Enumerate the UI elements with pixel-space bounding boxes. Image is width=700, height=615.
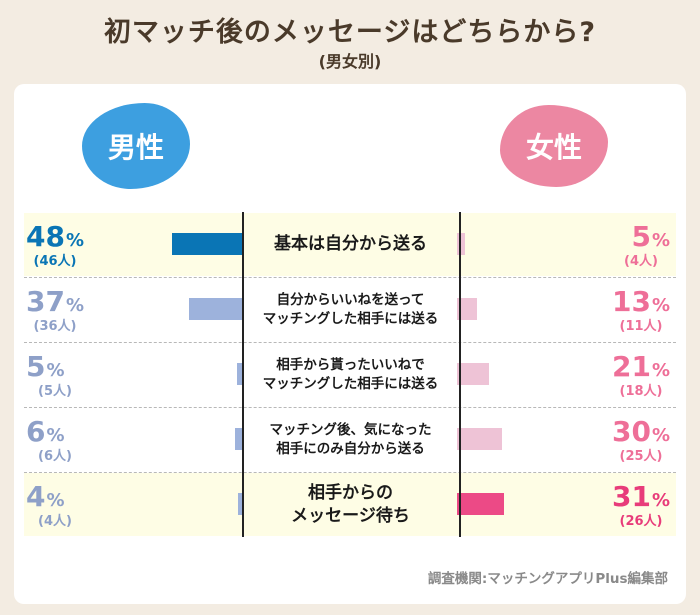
category-label: マッチング後、気になった 相手にのみ自分から送る — [244, 408, 457, 471]
male-count: (4人) — [38, 514, 72, 529]
chart-title: 初マッチ後のメッセージはどちらから? — [103, 17, 597, 48]
female-count: (18人) — [619, 384, 663, 399]
female-value: 30% — [611, 415, 670, 448]
female-value: 13% — [611, 285, 670, 318]
row-separator — [24, 277, 676, 278]
legend-male-label: 男性 — [107, 131, 164, 164]
male-value: 4% — [26, 480, 65, 513]
source-credit: 調査機関:マッチングアプリPlus編集部 — [427, 571, 668, 587]
female-bar — [457, 363, 489, 385]
row-separator — [24, 472, 676, 473]
category-column — [242, 212, 461, 537]
category-label: 相手からの メッセージ待ち — [244, 473, 457, 536]
male-value: 6% — [26, 415, 65, 448]
male-value: 37% — [26, 285, 85, 318]
female-bar — [457, 428, 502, 450]
male-bar — [235, 428, 244, 450]
category-label: 基本は自分から送る — [244, 213, 457, 276]
category-label: 相手から貰ったいいねで マッチングした相手には送る — [244, 343, 457, 406]
female-value: 5% — [631, 220, 670, 253]
female-count: (25人) — [619, 449, 663, 464]
male-bar — [172, 233, 244, 255]
male-count: (46人) — [33, 254, 77, 269]
male-bar — [238, 493, 244, 515]
category-label: 自分からいいねを送って マッチングした相手には送る — [244, 278, 457, 341]
male-bar — [188, 298, 244, 320]
female-count: (11人) — [619, 319, 663, 334]
female-bar — [457, 298, 477, 320]
female-value: 21% — [611, 350, 670, 383]
male-count: (36人) — [33, 319, 77, 334]
row-separator — [24, 342, 676, 343]
row-separator — [24, 407, 676, 408]
male-bar — [236, 363, 244, 385]
male-count: (6人) — [38, 449, 72, 464]
female-bar — [457, 493, 504, 515]
male-value: 48% — [26, 220, 85, 253]
legend-female: 女性 — [500, 105, 608, 187]
male-count: (5人) — [38, 384, 72, 399]
female-count: (4人) — [624, 254, 658, 269]
legend-male: 男性 — [82, 103, 190, 189]
chart-subtitle: (男女別) — [318, 52, 382, 71]
female-value: 31% — [611, 480, 670, 513]
legend-female-label: 女性 — [525, 131, 582, 164]
male-value: 5% — [26, 350, 65, 383]
female-count: (26人) — [619, 514, 663, 529]
